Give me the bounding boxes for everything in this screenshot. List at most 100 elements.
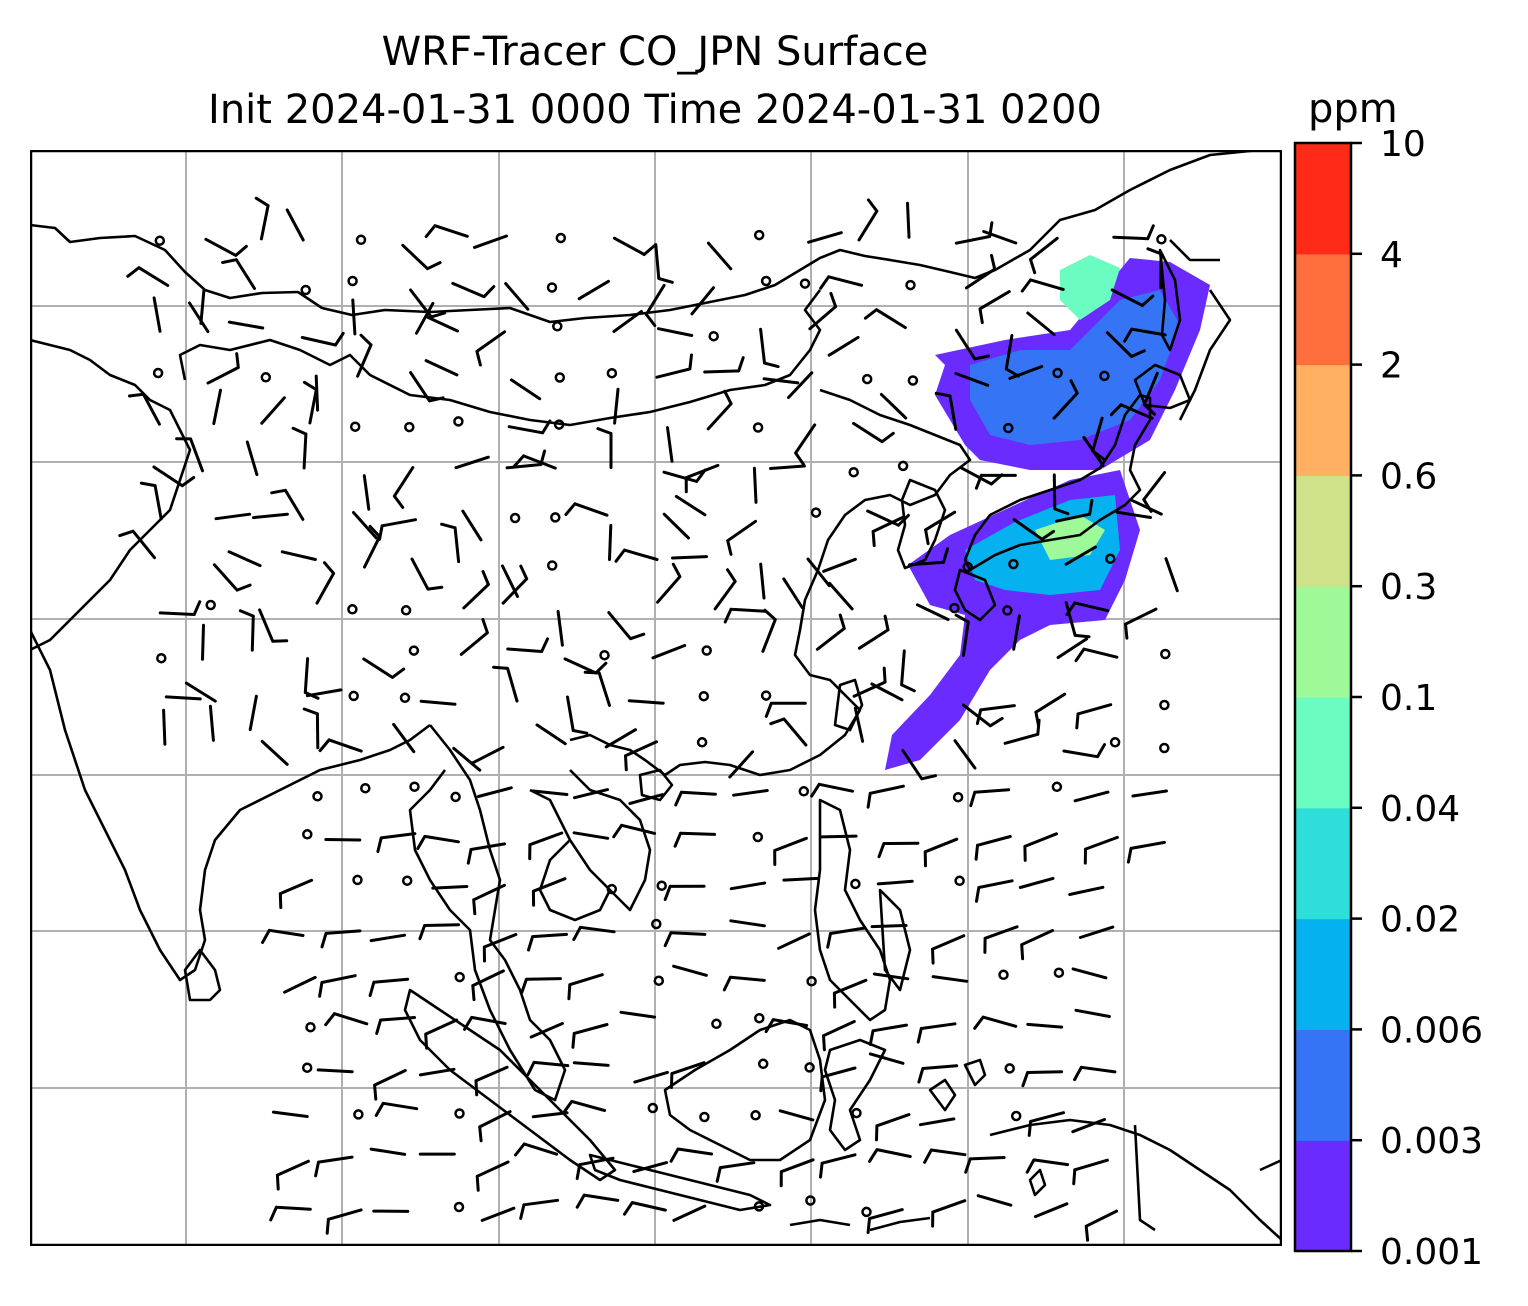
wind-barb (227, 320, 265, 330)
wind-barb (917, 1064, 959, 1084)
coastline-india-west (30, 629, 431, 982)
wind-barb (729, 881, 767, 891)
wind-barb (655, 353, 693, 379)
wind-barb (1064, 545, 1097, 566)
wind-barb (1072, 1158, 1109, 1186)
wind-barb (871, 515, 906, 547)
calm-wind-marker (453, 1201, 465, 1213)
wind-barb (1126, 840, 1166, 864)
coastline-indochina (408, 724, 652, 1102)
wind-barb (908, 547, 949, 567)
wind-barb (762, 377, 800, 385)
wind-barb (954, 372, 990, 387)
wind-barb (575, 1193, 620, 1209)
colorbar-band (1295, 586, 1351, 698)
colorbar-band (1295, 143, 1351, 255)
wind-barb (563, 657, 608, 675)
wind-barb (501, 564, 529, 605)
colorbar-tick-label: 0.006 (1380, 1010, 1483, 1051)
wind-barb (604, 728, 637, 749)
wind-barb (451, 281, 496, 299)
wind-barb (931, 975, 969, 983)
wind-barb (1123, 327, 1167, 343)
wind-barb (158, 600, 202, 616)
wind-barb (369, 933, 407, 943)
wind-barb (906, 201, 911, 239)
coastline-kamchatka-kuriles (1169, 239, 1232, 421)
wind-barb (320, 929, 362, 949)
calm-wind-marker (347, 275, 358, 287)
coastline-sulawesi (823, 1038, 887, 1152)
wind-barb (612, 823, 657, 839)
calm-wind-marker (708, 330, 719, 342)
wind-barb (732, 789, 769, 797)
wind-barb (782, 876, 820, 882)
wind-barb (673, 831, 716, 848)
wind-barb (1003, 718, 1041, 745)
wind-barb (953, 739, 977, 770)
wind-barb (577, 279, 610, 301)
wind-barb (424, 224, 469, 239)
wind-barb (822, 1020, 856, 1052)
calm-wind-marker (546, 560, 558, 571)
calm-wind-marker (1105, 553, 1116, 564)
calm-wind-marker (752, 831, 764, 843)
wind-barb (782, 577, 804, 609)
wind-barb (424, 359, 459, 377)
coastline-sumatra (403, 988, 617, 1182)
wind-barb (752, 466, 758, 504)
wind-barb (808, 291, 838, 331)
wind-barb (866, 1208, 904, 1234)
colorbar-ticks: 0.001 0.003 0.006 0.02 0.04 0.1 0.3 0.6 2 4 10 (1351, 130, 1483, 1270)
plume-layer-north-core (1060, 255, 1120, 320)
calm-wind-marker (752, 422, 764, 433)
wind-barb (416, 834, 460, 850)
calm-wind-marker (656, 880, 667, 891)
calm-wind-marker (952, 791, 964, 803)
wind-barb (1008, 365, 1044, 380)
wind-barb (188, 301, 210, 334)
wind-barb (214, 512, 252, 521)
colorbar-frame (1293, 141, 1353, 1253)
wind-barb (866, 784, 905, 809)
wind-barb (1082, 435, 1105, 467)
wind-barb (964, 1156, 1006, 1174)
wind-barb (564, 502, 609, 517)
map-panel (30, 150, 1282, 1246)
wind-barb (204, 237, 248, 257)
calm-wind-marker (760, 275, 772, 287)
wind-barb (175, 437, 204, 473)
wind-barb (1025, 1158, 1070, 1174)
wind-barb (363, 524, 382, 569)
calm-wind-marker (1002, 605, 1013, 616)
wind-barb (373, 1069, 407, 1101)
wind-barb (1112, 224, 1155, 241)
wind-barb (238, 609, 255, 652)
wind-barb (571, 1023, 609, 1049)
calm-wind-marker (554, 372, 566, 383)
wind-barb (531, 1111, 569, 1119)
calm-wind-marker (409, 781, 420, 792)
wind-barb (868, 1148, 912, 1163)
calm-wind-marker (550, 512, 561, 523)
wind-barb (915, 603, 950, 621)
colorbar-tick-label: 0.1 (1380, 678, 1437, 719)
wind-barb (759, 562, 766, 600)
wind-barb (318, 738, 363, 753)
wind-barb (916, 1022, 957, 1044)
calm-wind-marker (552, 321, 563, 332)
wind-barb (492, 665, 519, 703)
wind-barb (392, 722, 416, 754)
calm-wind-marker (400, 605, 412, 616)
wind-barb (1056, 637, 1089, 659)
colorbar-band (1295, 475, 1351, 587)
wind-barb (466, 842, 507, 865)
wind-barb (139, 481, 163, 521)
wind-barb (507, 419, 552, 435)
wind-barb (612, 310, 643, 333)
calm-wind-marker (760, 690, 772, 701)
calm-wind-marker (606, 367, 618, 379)
wind-barb (440, 522, 461, 564)
wind-barb (260, 396, 286, 425)
